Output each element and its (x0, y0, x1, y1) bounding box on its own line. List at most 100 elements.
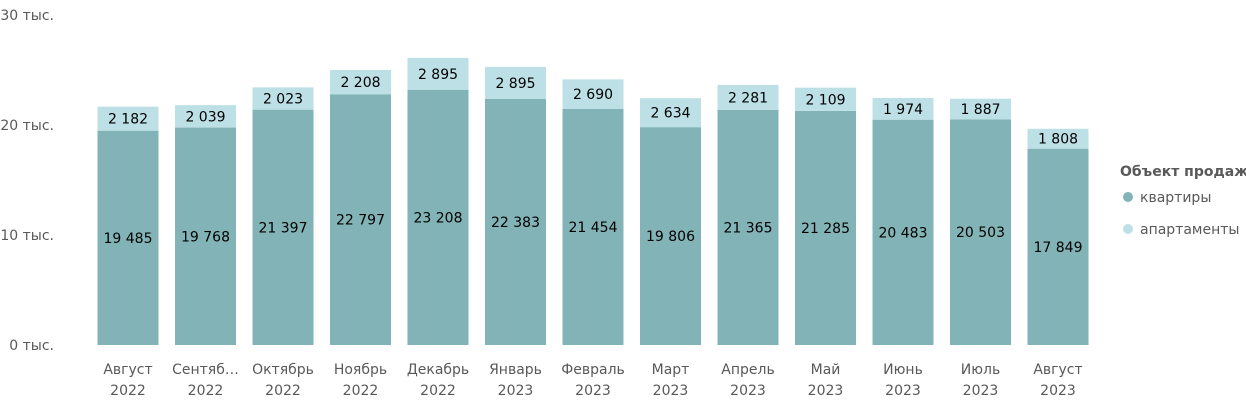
x-tick-label-year: 2023 (498, 383, 534, 399)
x-tick-label-month: Август (1033, 362, 1082, 378)
bar-group[interactable]: 19 806 2 634 (640, 98, 701, 345)
x-tick-label-month: Ноябрь (334, 362, 387, 378)
bar-segment-apartamenty[interactable] (485, 66, 546, 99)
x-tick-label-month: Август (103, 362, 152, 378)
data-label: 19 806 (646, 229, 695, 245)
bar-group[interactable]: 22 797 2 208 (330, 69, 391, 345)
x-tick-label-month: Апрель (721, 362, 774, 378)
x-tick-label-year: 2022 (343, 383, 379, 399)
bar-segment-kvartiry[interactable] (485, 98, 546, 345)
data-label: 19 485 (104, 231, 153, 247)
x-axis: Август 2022 Сентяб… 2022 Октябрь 2022 Ноябрь 20… (103, 362, 1082, 399)
data-label: 21 454 (569, 220, 618, 236)
bar-segment-kvartiry[interactable] (252, 109, 314, 346)
data-label: 21 365 (724, 220, 773, 236)
bar-segment-kvartiry[interactable] (950, 119, 1011, 345)
data-label: 20 483 (879, 225, 928, 241)
x-tick-label-month: Декабрь (407, 362, 469, 378)
legend: Объект продаж квартиры апартаменты (1120, 164, 1246, 238)
x-tick-label-year: 2022 (188, 383, 224, 399)
bar-segment-apartamenty[interactable] (717, 84, 779, 110)
x-tick-label-month: Октябрь (252, 362, 314, 378)
bar-segment-kvartiry[interactable] (795, 110, 856, 346)
data-label: 22 383 (491, 215, 540, 231)
data-label: 2 634 (650, 106, 690, 122)
bar-segment-kvartiry[interactable] (640, 127, 701, 345)
bar-group[interactable]: 20 503 1 887 (950, 98, 1011, 345)
y-tick-label: 20 тыс. (0, 118, 54, 134)
x-tick-label-year: 2023 (575, 383, 611, 399)
legend-item-apartamenty[interactable]: апартаменты (1123, 222, 1239, 238)
bar-segment-kvartiry[interactable] (407, 89, 469, 345)
bar-segment-apartamenty[interactable] (950, 98, 1011, 120)
bar-segment-kvartiry[interactable] (872, 119, 934, 345)
bar-segment-apartamenty[interactable] (795, 87, 856, 111)
x-tick-label-month: Январь (489, 362, 542, 378)
bar-segment-apartamenty[interactable] (330, 69, 391, 95)
bar-group[interactable]: 19 768 2 039 (175, 105, 236, 345)
data-label: 19 768 (181, 229, 230, 245)
x-tick-label-month: Март (652, 362, 690, 378)
data-label: 17 849 (1034, 240, 1083, 256)
x-tick-label-year: 2023 (653, 383, 689, 399)
bar-group[interactable]: 19 485 2 182 (97, 106, 159, 345)
bar-segment-kvartiry[interactable] (1027, 148, 1089, 345)
data-label: 2 182 (108, 112, 148, 128)
data-label: 2 281 (728, 90, 768, 106)
x-tick-label-year: 2022 (420, 383, 456, 399)
bar-segment-apartamenty[interactable] (97, 106, 159, 131)
legend-swatch-apartamenty (1123, 224, 1133, 234)
x-tick-label-year: 2022 (265, 383, 301, 399)
legend-title: Объект продаж (1120, 164, 1246, 180)
data-label: 21 397 (259, 220, 308, 236)
data-label: 23 208 (414, 210, 463, 226)
x-tick-label-year: 2022 (110, 383, 146, 399)
x-tick-label-month: Сентяб… (172, 362, 239, 378)
bar-segment-apartamenty[interactable] (175, 105, 236, 128)
x-tick-label-year: 2023 (1040, 383, 1076, 399)
legend-item-kvartiry[interactable]: квартиры (1123, 190, 1211, 206)
bar-segment-apartamenty[interactable] (407, 57, 469, 90)
bar-group[interactable]: 22 383 2 895 (485, 66, 546, 345)
data-label: 2 690 (573, 87, 613, 103)
x-tick-label-year: 2023 (963, 383, 999, 399)
bar-group[interactable]: 21 365 2 281 (717, 84, 779, 345)
data-label: 21 285 (801, 221, 850, 237)
bar-group[interactable]: 21 397 2 023 (252, 87, 314, 346)
legend-swatch-kvartiry (1123, 192, 1133, 202)
bar-segment-apartamenty[interactable] (562, 79, 624, 110)
bar-group[interactable]: 21 285 2 109 (795, 87, 856, 346)
legend-label-kvartiry: квартиры (1140, 190, 1211, 206)
bar-segment-kvartiry[interactable] (175, 127, 236, 345)
y-tick-label: 10 тыс. (0, 228, 54, 244)
bar-segment-kvartiry[interactable] (717, 109, 779, 345)
x-tick-label-year: 2023 (730, 383, 766, 399)
bar-segment-kvartiry[interactable] (97, 130, 159, 345)
data-label: 20 503 (956, 225, 1005, 241)
bar-group[interactable]: 20 483 1 974 (872, 97, 934, 345)
y-tick-label: 0 тыс. (9, 338, 54, 354)
x-tick-label-month: Май (811, 362, 841, 378)
bar-segment-kvartiry[interactable] (562, 109, 624, 345)
data-label: 2 039 (185, 109, 225, 125)
x-tick-label-month: Июнь (883, 362, 923, 378)
bar-group[interactable]: 17 849 1 808 (1027, 128, 1089, 345)
bar-group[interactable]: 21 454 2 690 (562, 79, 624, 345)
bar-segment-apartamenty[interactable] (872, 97, 934, 120)
data-label: 22 797 (336, 213, 385, 229)
data-label: 2 023 (263, 92, 303, 108)
legend-label-apartamenty: апартаменты (1140, 222, 1239, 238)
bar-segment-kvartiry[interactable] (330, 94, 391, 345)
bar-segment-apartamenty[interactable] (1027, 128, 1089, 149)
bar-segment-apartamenty[interactable] (640, 98, 701, 128)
x-tick-label-month: Февраль (561, 362, 625, 378)
y-tick-label: 30 тыс. (0, 8, 54, 24)
x-tick-label-year: 2023 (808, 383, 844, 399)
bar-group[interactable]: 23 208 2 895 (407, 57, 469, 345)
x-tick-label-month: Июль (961, 362, 1000, 378)
data-label: 2 895 (418, 67, 458, 83)
data-label: 2 109 (805, 92, 845, 108)
bar-segment-apartamenty[interactable] (252, 87, 314, 110)
